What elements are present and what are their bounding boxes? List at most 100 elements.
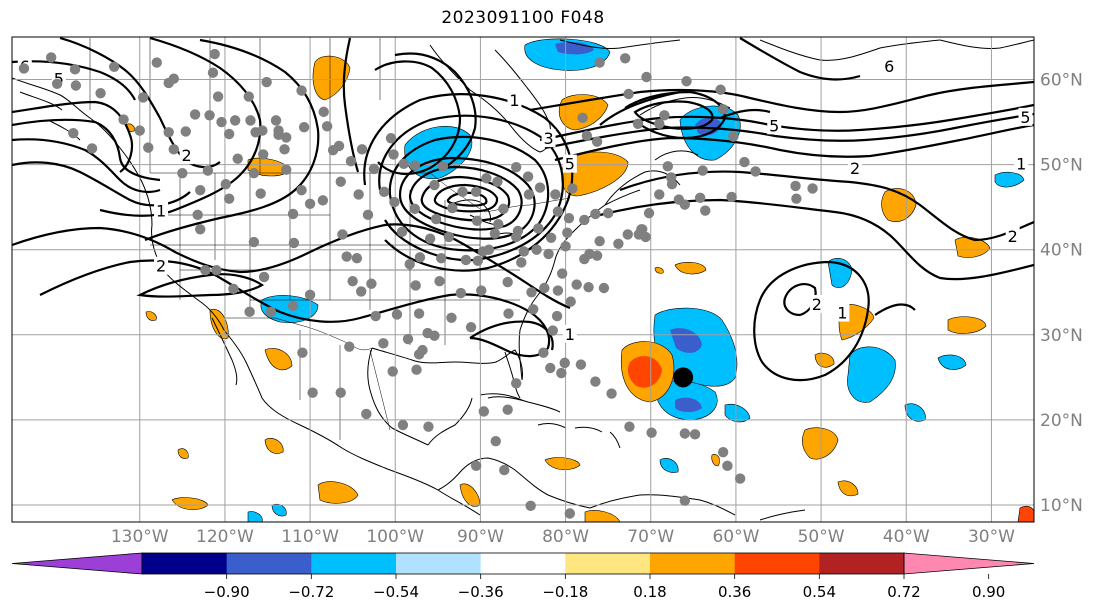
station-marker [255, 188, 266, 199]
contour-label-bg [848, 158, 863, 177]
station-marker [689, 429, 701, 440]
station-marker [518, 246, 530, 257]
station-marker [281, 132, 292, 143]
station-marker [528, 304, 539, 315]
contour-label: 1 [565, 325, 575, 344]
latitude-labels: 60°N 50°N 40°N 30°N 20°N 10°N [1040, 71, 1083, 516]
station-marker [662, 161, 673, 172]
colorbar-segment [396, 553, 482, 574]
station-marker [366, 278, 377, 289]
station-marker [223, 193, 235, 204]
station-marker [694, 192, 706, 204]
station-marker [396, 226, 408, 238]
station-marker [391, 309, 403, 320]
station-marker [298, 121, 310, 133]
lat-tick-label: 20°N [1040, 411, 1083, 431]
contour-label-bg [1005, 226, 1020, 245]
station-marker [594, 57, 605, 68]
station-marker [643, 207, 655, 219]
station-marker [510, 161, 522, 173]
station-marker [503, 308, 514, 319]
station-marker [722, 460, 733, 472]
colorbar [11, 552, 1035, 575]
station-marker [447, 202, 458, 214]
station-marker [318, 106, 329, 118]
station-marker [270, 115, 282, 126]
station-marker [481, 173, 492, 184]
station-marker [659, 110, 670, 121]
station-marker [510, 378, 522, 389]
station-marker [697, 165, 708, 176]
station-marker [807, 183, 818, 194]
colorbar-tick-label: 0.90 [972, 583, 1005, 601]
station-marker [575, 359, 587, 370]
colorbar-segment [311, 553, 397, 574]
station-marker [307, 387, 318, 398]
station-marker [69, 64, 81, 75]
station-marker [624, 421, 635, 432]
anomaly-neg-east-atl [847, 346, 896, 403]
station-marker [177, 167, 188, 179]
station-marker [437, 161, 449, 172]
contour-label: 1 [156, 201, 166, 220]
station-marker [212, 91, 224, 102]
station-marker [679, 495, 691, 506]
station-marker [502, 404, 513, 415]
station-marker [493, 218, 504, 230]
contour-label: 2 [850, 159, 860, 178]
station-marker [389, 196, 400, 208]
contour-label-bg [1014, 154, 1029, 173]
station-marker [248, 236, 260, 248]
lon-tick-label: 30°W [968, 527, 1015, 547]
colorbar-segment [650, 553, 736, 574]
station-marker [216, 116, 227, 128]
station-marker [606, 388, 617, 399]
station-marker [353, 189, 364, 200]
station-marker [402, 333, 414, 345]
station-marker [361, 408, 372, 420]
station-marker [577, 112, 588, 124]
map-frame [11, 36, 1035, 523]
station-marker [378, 338, 389, 349]
contour-label: 3 [543, 129, 553, 148]
colorbar-tick-label: −0.72 [288, 583, 334, 601]
station-marker [715, 84, 726, 95]
station-marker [228, 283, 239, 295]
station-marker [700, 205, 711, 216]
colorbar-tick-label: −0.18 [542, 583, 588, 601]
station-marker [502, 276, 513, 288]
station-marker [539, 282, 550, 294]
station-marker [430, 213, 442, 225]
station-marker [143, 142, 154, 153]
colorbar-extend-high [903, 552, 1035, 575]
station-marker [387, 366, 398, 377]
station-marker [443, 231, 455, 243]
colorbar-tick-label: 0.18 [633, 583, 666, 601]
station-marker [739, 156, 750, 168]
station-marker [192, 209, 203, 221]
station-marker [717, 447, 729, 458]
station-marker [499, 464, 510, 476]
station-marker [613, 238, 624, 249]
station-marker [370, 310, 381, 322]
contour-label: 2 [156, 257, 166, 276]
contour-label-bg [767, 116, 782, 135]
lon-tick-label: 50°W [798, 527, 845, 547]
contour-label-bg [1018, 107, 1033, 126]
station-marker [244, 306, 255, 318]
station-marker [533, 223, 544, 234]
station-marker [168, 73, 180, 84]
lon-tick-label: 100°W [366, 527, 424, 547]
station-marker [579, 214, 590, 226]
station-marker [538, 347, 549, 358]
station-marker [202, 165, 214, 176]
colorbar-tick-label: −0.36 [458, 583, 504, 601]
colorbar-tick-label: −0.54 [373, 583, 419, 601]
station-markers [18, 48, 818, 519]
station-marker [583, 281, 594, 293]
contour-label: 1 [837, 304, 847, 323]
station-marker [590, 208, 601, 220]
station-marker [429, 330, 440, 341]
station-marker [594, 236, 605, 247]
coastlines [12, 39, 1034, 521]
